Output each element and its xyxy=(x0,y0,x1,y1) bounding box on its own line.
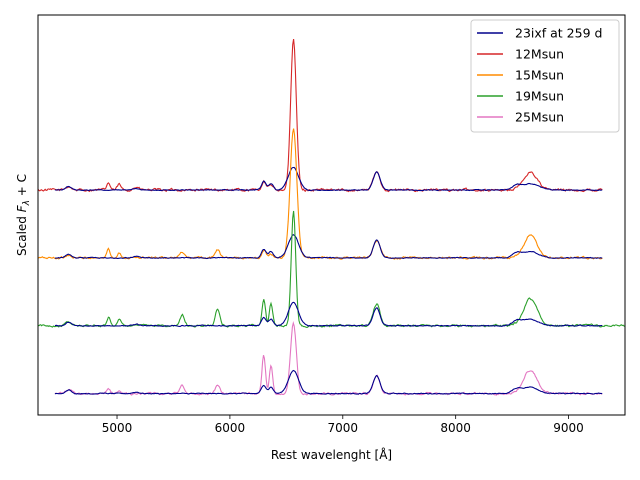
legend-label: 25Msun xyxy=(515,110,564,125)
x-tick-label: 9000 xyxy=(553,421,584,435)
observed-line-23ixf xyxy=(54,369,603,395)
legend: 23ixf at 259 d 12Msun 15Msun 19Msun 25Msun xyxy=(470,19,620,133)
x-tick-label: 5000 xyxy=(102,421,133,435)
x-tick-label: 7000 xyxy=(328,421,359,435)
observed-line-23ixf xyxy=(54,166,603,192)
legend-label: 19Msun xyxy=(515,89,564,104)
legend-label: 12Msun xyxy=(515,47,564,62)
y-axis-label: Scaled Fλ + C xyxy=(15,174,32,256)
observed-line-23ixf xyxy=(54,234,603,259)
x-tick-label: 6000 xyxy=(215,421,246,435)
x-tick-label: 8000 xyxy=(440,421,471,435)
legend-label: 15Msun xyxy=(515,68,564,83)
x-axis-label: Rest wavelenght [Å] xyxy=(271,447,392,462)
legend-box xyxy=(470,19,620,133)
spectra-lines xyxy=(38,39,625,396)
x-axis-ticks: 5000 6000 7000 8000 9000 xyxy=(102,415,584,435)
axes-frame xyxy=(37,14,626,416)
observed-line-23ixf xyxy=(54,301,603,327)
legend-label: 23ixf at 259 d xyxy=(515,26,602,41)
